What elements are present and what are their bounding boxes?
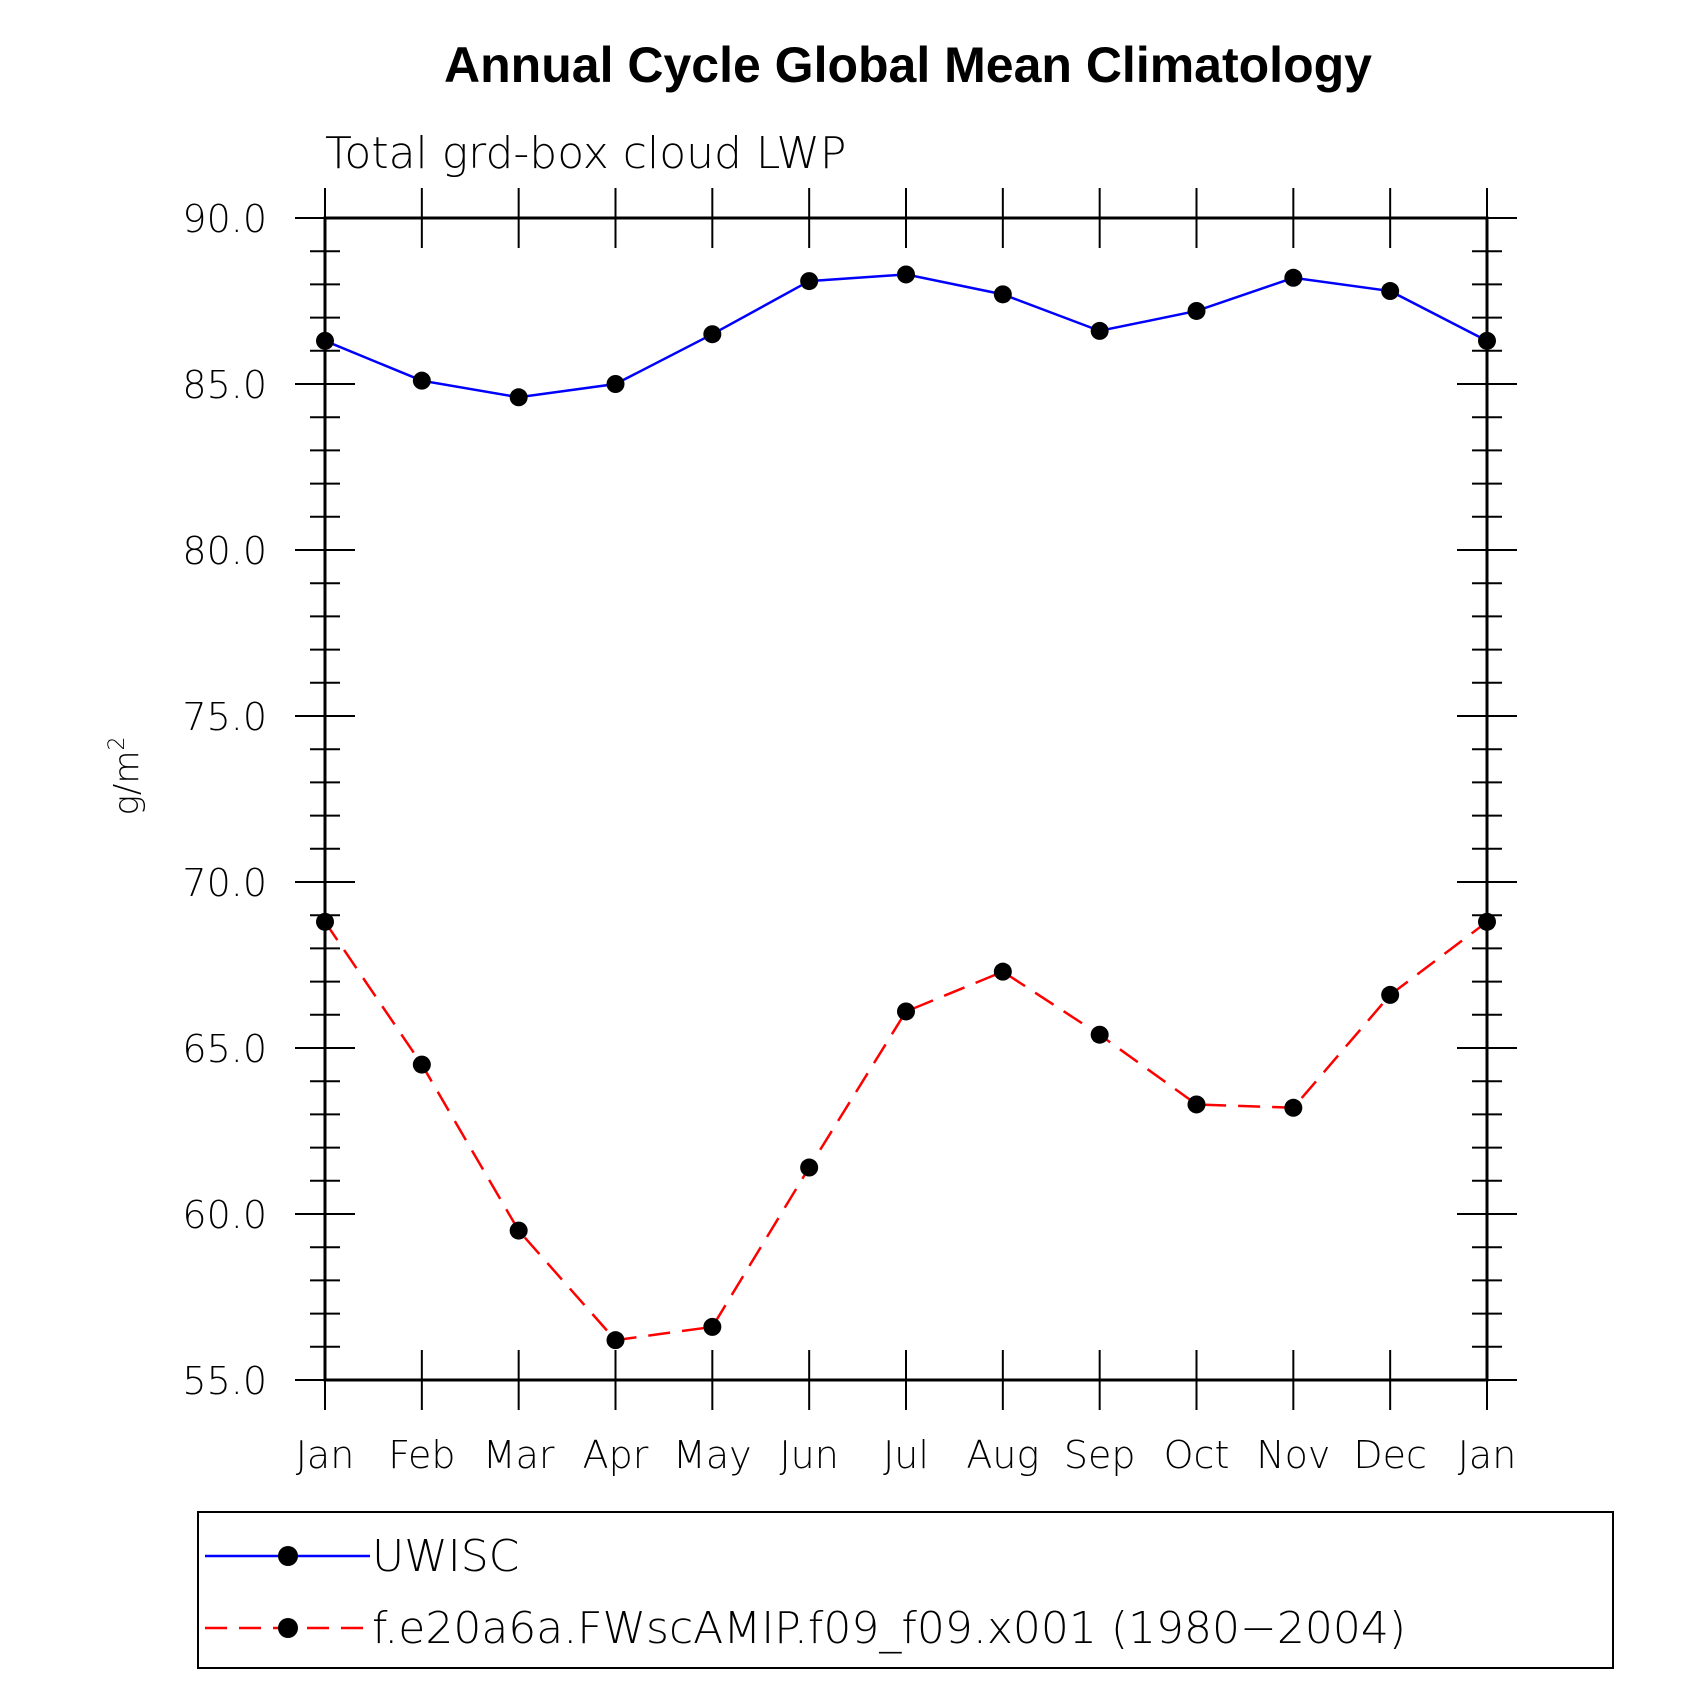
legend-marker [278,1618,298,1638]
x-tick-label: May [673,1433,752,1477]
x-tick-label: Mar [483,1433,555,1477]
legend-box [197,1511,1614,1669]
series-line [323,920,1488,1342]
y-axis-label: g/m2 [105,737,147,816]
y-tick-label: 70.0 [182,861,267,905]
data-point [1478,912,1496,931]
data-point [316,912,334,931]
legend-entry-label: UWISC [372,1531,519,1582]
data-point [509,388,528,407]
x-tick-label: Feb [388,1433,455,1477]
data-point [703,325,722,344]
data-point [606,375,625,393]
x-tick-label: Aug [966,1433,1039,1477]
data-point [1187,1095,1206,1114]
y-tick-label: 60.0 [182,1193,267,1237]
data-point [1478,331,1496,350]
chart-subtitle: Total grd-box cloud LWP [325,128,846,179]
data-point [316,331,334,350]
data-point [1284,268,1303,287]
x-tick-label: Dec [1353,1433,1427,1477]
data-point [1381,985,1400,1004]
data-point [1284,1098,1303,1117]
data-point [412,371,431,390]
x-tick-label: Sep [1064,1433,1136,1477]
y-tick-label: 80.0 [182,529,267,573]
data-point [897,1002,915,1021]
data-point [703,1317,722,1336]
plot-frame [323,216,1489,1382]
x-tick-label: Jun [779,1433,838,1477]
legend: UWISC f.e20a6a.FWscAMIP.f09_f09.x001 (198… [197,1511,1614,1669]
data-point [800,272,819,291]
y-tick-label: 55.0 [182,1359,267,1403]
data-point [993,962,1012,981]
y-tick-label: 75.0 [182,695,267,739]
y-tick-label: 85.0 [182,363,267,407]
y-axis-label-text: g/m [107,751,147,816]
x-tick-label: Nov [1256,1433,1330,1477]
x-tick-label: Apr [583,1433,649,1477]
x-tick-label: Jan [296,1433,355,1477]
legend-entry-label: f.e20a6a.FWscAMIP.f09_f09.x001 (1980−200… [372,1603,1406,1654]
chart-title: Annual Cycle Global Mean Climatology [444,37,1372,93]
plot-area: 55.0 60.0 65.0 70.0 75.0 80.0 85.0 90.0 Jan Feb Ma… [182,188,1517,1477]
data-point [897,265,915,284]
x-tick-label: Oct [1164,1433,1230,1477]
data-point [509,1221,528,1240]
data-point [1090,1025,1109,1044]
data-point [1187,301,1206,320]
series-line [324,273,1488,399]
y-tick-label: 90.0 [182,197,267,241]
y-tick-label: 65.0 [182,1027,267,1071]
data-point [1381,282,1400,301]
x-tick-label: Jan [1458,1433,1517,1477]
data-point [606,1331,625,1350]
y-axis-label-superscript: 2 [105,737,130,751]
x-tick-label: Jul [883,1433,929,1477]
legend-marker [278,1546,298,1566]
svg-text:g/m2: g/m2 [105,737,147,816]
data-point [993,285,1012,304]
data-point [412,1055,431,1074]
data-point [1090,321,1109,340]
data-point [800,1158,819,1177]
